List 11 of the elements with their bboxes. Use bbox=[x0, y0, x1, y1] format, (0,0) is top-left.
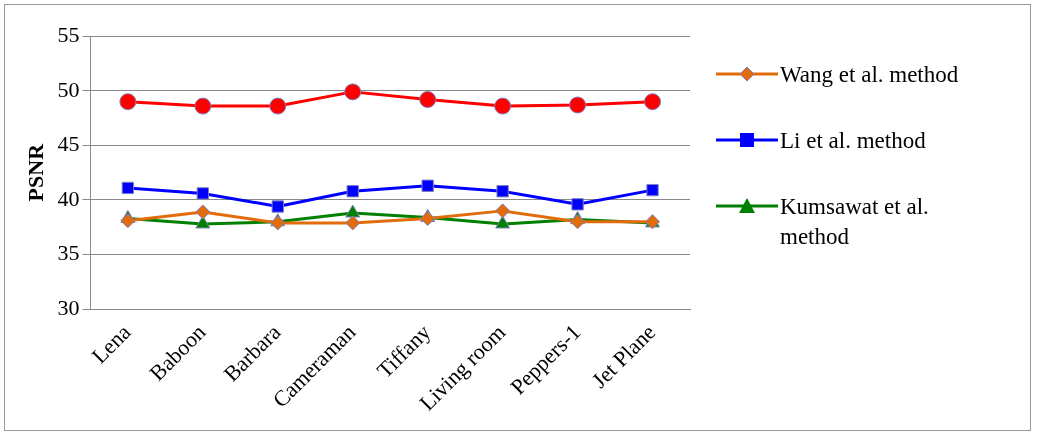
y-tick-label: 45 bbox=[57, 131, 80, 157]
y-tick-label: 35 bbox=[57, 240, 80, 266]
y-tick-label: 40 bbox=[57, 185, 80, 211]
y-tick-label: 50 bbox=[57, 76, 80, 102]
legend-label: Li et al. method bbox=[780, 127, 927, 155]
x-tick-label: Lena bbox=[86, 319, 136, 369]
y-tick-label: 55 bbox=[57, 21, 80, 47]
y-axis-title: PSNR bbox=[22, 142, 48, 202]
legend-label: Wang et al. method bbox=[780, 61, 960, 89]
y-tick-label: 30 bbox=[57, 294, 80, 320]
legend-label: Kumsawat et al. method bbox=[780, 193, 930, 251]
